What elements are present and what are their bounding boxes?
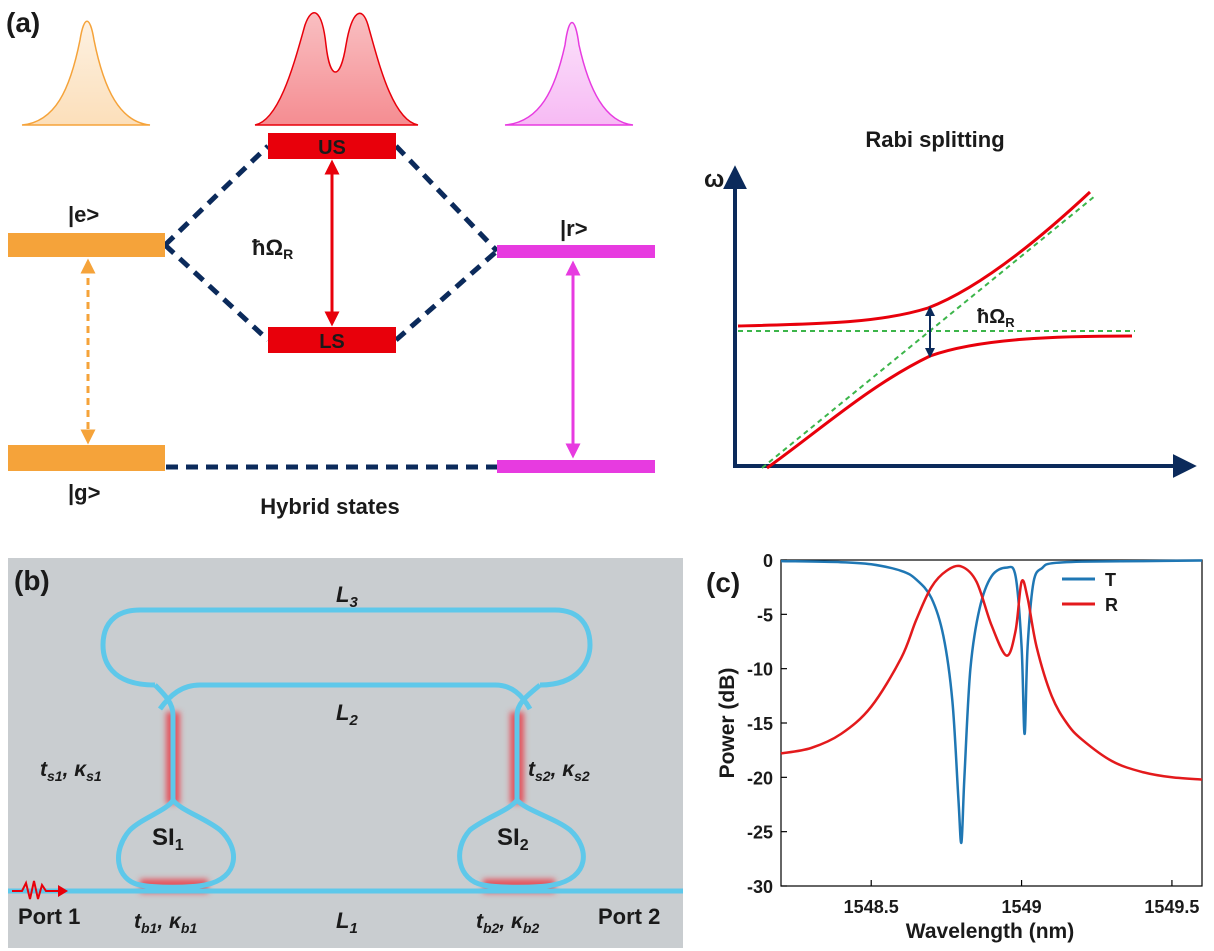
legend-label-R: R bbox=[1105, 595, 1118, 615]
y-tick-label: -15 bbox=[747, 714, 773, 734]
tb2-label: tb2, κb2 bbox=[476, 910, 539, 936]
series-line-R bbox=[780, 564, 1203, 781]
device-background bbox=[8, 558, 683, 948]
x-axis-label: Wavelength (nm) bbox=[906, 920, 1074, 943]
level-g-label: |g> bbox=[68, 480, 100, 505]
rabi-y-axis-label: ω bbox=[704, 166, 724, 193]
hybrid-states-caption: Hybrid states bbox=[260, 494, 399, 519]
L2-label: L2 bbox=[336, 700, 358, 729]
level-r-ground-bar bbox=[497, 460, 655, 473]
port-2-label: Port 2 bbox=[598, 904, 660, 929]
inner-loop-L2 bbox=[157, 682, 533, 711]
x-tick-label: 1549 bbox=[1002, 897, 1042, 917]
rabi-plot-title: Rabi splitting bbox=[865, 127, 1004, 152]
lower-polariton-branch bbox=[766, 334, 1133, 470]
level-r-label: |r> bbox=[560, 216, 588, 241]
x-tick-label: 1548.5 bbox=[844, 897, 899, 917]
upper-polariton-branch bbox=[737, 190, 1092, 328]
y-tick-label: -20 bbox=[747, 768, 773, 788]
panel-c-label: (c) bbox=[706, 567, 740, 598]
ring-SI2 bbox=[457, 683, 586, 890]
SI2-label: SI2 bbox=[497, 824, 529, 854]
L1-label: L1 bbox=[336, 908, 358, 937]
magenta-peak bbox=[504, 22, 634, 126]
lower-state-bar bbox=[268, 327, 396, 353]
y-tick-label: 0 bbox=[763, 551, 773, 571]
rabi-energy-label: ħΩR bbox=[252, 235, 293, 262]
y-tick-label: -25 bbox=[747, 823, 773, 843]
waveguide-network bbox=[8, 607, 683, 894]
panel-c-chart: (c) 0 -5 -10 -15 -20 -25 -30 1548.5 1549 1549.5 T… bbox=[706, 551, 1203, 943]
y-tick-label: -10 bbox=[747, 660, 773, 680]
orange-peak bbox=[21, 20, 151, 126]
y-axis-label: Power (dB) bbox=[716, 668, 739, 779]
y-tick-label: -30 bbox=[747, 877, 773, 897]
x-tick-label: 1549.5 bbox=[1144, 897, 1199, 917]
ring-SI1 bbox=[116, 683, 236, 890]
hybridization-lines bbox=[163, 144, 499, 470]
outer-loop-L3 bbox=[100, 607, 593, 688]
tb1-label: tb1, κb1 bbox=[134, 910, 197, 936]
port-1-label: Port 1 bbox=[18, 904, 80, 929]
level-e-bar bbox=[8, 233, 165, 257]
input-arrow-icon bbox=[58, 885, 68, 897]
ts2-label: ts2, κs2 bbox=[528, 758, 590, 784]
ts1-label: ts1, κs1 bbox=[40, 758, 102, 784]
input-signal-icon bbox=[12, 880, 58, 900]
panel-a: (a) US LS |e> |g> |r> ħΩR Hybrid states bbox=[6, 7, 655, 519]
chart-frame bbox=[780, 559, 1203, 887]
lower-state-label: LS bbox=[319, 331, 345, 353]
red-double-peak bbox=[254, 12, 419, 126]
panel-b: (b) L3 L2 L1 ts1, κs1 ts2, κs2 tb1, κb1 … bbox=[8, 558, 683, 948]
legend-label-T: T bbox=[1105, 570, 1116, 590]
rabi-splitting-plot: Rabi splitting ω ħΩR bbox=[704, 127, 1197, 478]
level-r-bar bbox=[497, 245, 655, 258]
panel-a-label: (a) bbox=[6, 7, 40, 38]
upper-state-label: US bbox=[318, 137, 346, 159]
level-g-bar bbox=[8, 445, 165, 471]
upper-state-bar bbox=[268, 133, 396, 159]
SI1-label: SI1 bbox=[152, 824, 184, 854]
panel-b-label: (b) bbox=[14, 565, 50, 596]
series-line-T bbox=[780, 559, 1203, 844]
L3-label: L3 bbox=[336, 582, 358, 611]
rabi-gap-label: ħΩR bbox=[977, 306, 1015, 330]
y-tick-label: -5 bbox=[757, 605, 773, 625]
level-e-label: |e> bbox=[68, 202, 99, 227]
